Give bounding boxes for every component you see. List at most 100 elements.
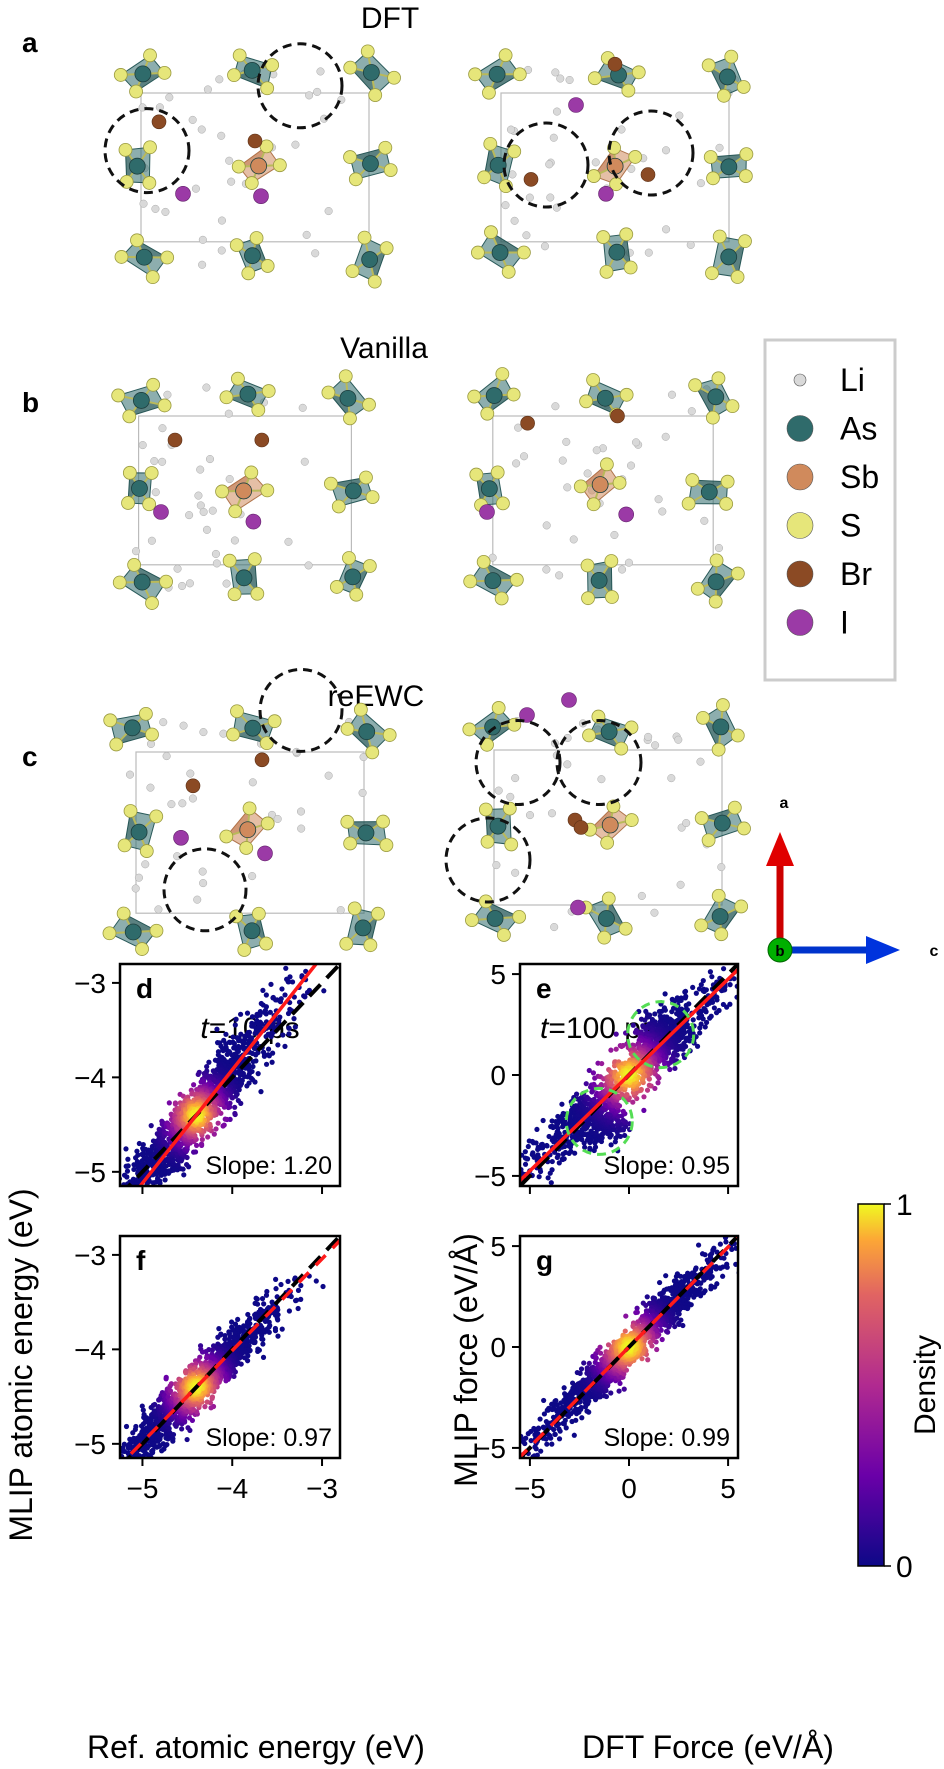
s-atom [685, 473, 700, 487]
legend-marker-i [786, 609, 814, 636]
li-atom [227, 177, 236, 186]
data-point [669, 1009, 675, 1015]
data-point [184, 1161, 190, 1168]
tetrahedron-face [352, 566, 370, 595]
cluster-highlight-circle [626, 1000, 696, 1070]
legend-marker-li [793, 373, 807, 387]
li-atom [512, 459, 521, 468]
br-atom [254, 432, 270, 448]
s-atom [462, 722, 477, 737]
sb-atom [601, 816, 619, 834]
i-atom [245, 513, 262, 530]
li-atom [199, 507, 208, 517]
legend-label-li: Li [840, 362, 865, 398]
data-point [125, 1156, 131, 1162]
data-point [168, 1381, 174, 1387]
data-point [204, 1399, 210, 1405]
tetrahedron-face [484, 143, 499, 178]
s-atom [618, 921, 633, 936]
li-atom [217, 131, 226, 140]
data-point [525, 1143, 531, 1150]
data-point [124, 1198, 129, 1203]
data-point [278, 1281, 284, 1288]
li-atom [191, 184, 200, 193]
li-atom [147, 536, 156, 545]
data-point [150, 1447, 156, 1453]
data-point [522, 1149, 528, 1155]
li-atom [146, 783, 155, 792]
s-atom [624, 813, 639, 827]
tetrahedron-face [728, 241, 745, 277]
li-atom [273, 814, 282, 824]
data-point [513, 1155, 518, 1160]
data-point [267, 1009, 273, 1015]
data-point [255, 1071, 261, 1077]
s-atom [730, 270, 745, 284]
s-atom [357, 230, 372, 245]
data-point [320, 1283, 326, 1290]
structure-panel [463, 367, 745, 609]
data-point [144, 1195, 149, 1200]
s-atom [157, 65, 172, 80]
slope-label: Slope: 1.20 [206, 1152, 333, 1180]
as-atom [134, 65, 152, 83]
data-point [129, 1460, 134, 1465]
data-point [713, 1010, 720, 1016]
br-atom [247, 133, 263, 149]
data-point [313, 1278, 319, 1284]
br-atom [167, 432, 183, 448]
data-point [111, 1202, 116, 1207]
li-atom [324, 771, 333, 780]
s-atom [340, 722, 355, 736]
data-point [220, 1048, 226, 1054]
data-point [105, 1251, 110, 1256]
data-point [696, 1015, 702, 1021]
br-atom [185, 778, 201, 794]
s-atom [123, 804, 138, 818]
axis-a-arrow-icon [766, 832, 794, 866]
data-point [599, 1060, 605, 1067]
as-atom [339, 389, 357, 407]
data-point [216, 1326, 222, 1332]
s-atom [339, 936, 354, 951]
li-atom [696, 179, 705, 188]
li-atom [336, 906, 345, 915]
data-point [146, 1452, 152, 1458]
sb-atom [250, 157, 268, 175]
data-point [192, 1149, 199, 1155]
s-atom [231, 159, 246, 174]
data-point [484, 1218, 489, 1223]
axis-b-label: b [775, 943, 784, 960]
row-title-dft: DFT [361, 2, 419, 35]
data-point [690, 1017, 696, 1023]
data-point [286, 1031, 292, 1037]
data-point [526, 1193, 531, 1198]
data-point [135, 1193, 140, 1198]
li-atom [662, 225, 671, 234]
as-atom [362, 64, 380, 81]
s-atom [600, 835, 615, 850]
data-point [159, 1187, 164, 1192]
s-atom [711, 888, 726, 903]
data-point [198, 1141, 205, 1147]
li-atom [547, 809, 557, 818]
legend-marker-sb [786, 463, 814, 491]
s-atom [498, 48, 513, 63]
as-atom [244, 247, 261, 265]
as-atom [361, 251, 379, 268]
s-atom [114, 250, 129, 264]
data-point [555, 1152, 561, 1158]
data-point [549, 1158, 555, 1165]
li-atom [651, 741, 660, 750]
data-point [592, 1144, 599, 1150]
as-atom [707, 388, 725, 406]
data-point [166, 1100, 172, 1106]
data-point [149, 1188, 154, 1193]
s-atom [580, 558, 595, 573]
s-atom [112, 575, 127, 590]
data-point [90, 1507, 95, 1512]
li-atom [212, 559, 221, 568]
data-point [275, 1042, 281, 1048]
data-point [613, 1031, 619, 1037]
s-atom [249, 231, 264, 245]
